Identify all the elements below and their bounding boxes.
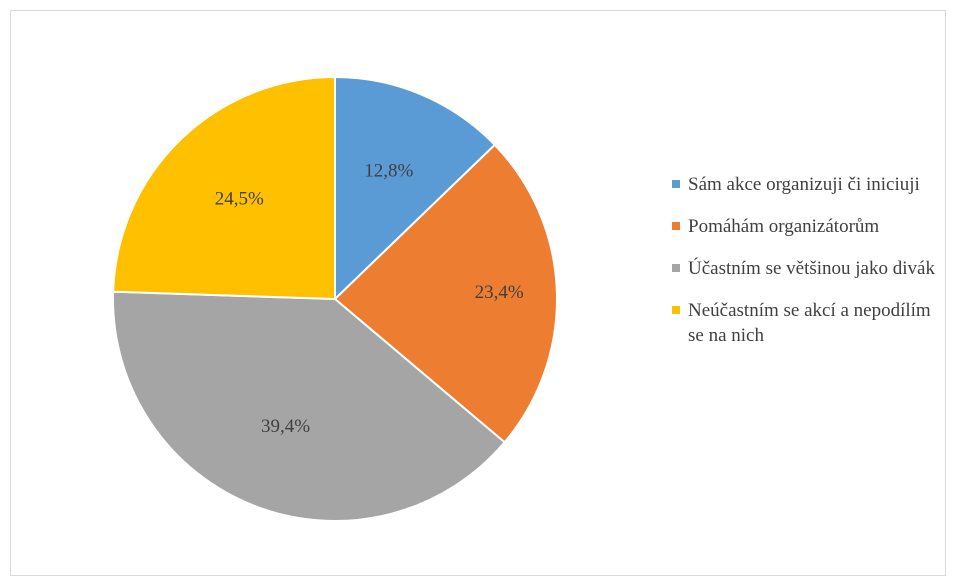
legend: Sám akce organizuji či iniciuji Pomáhám … (668, 172, 948, 365)
pie-slice-spectator (112, 290, 507, 522)
legend-swatch-organize (672, 180, 680, 188)
legend-swatch-spectator (672, 264, 680, 272)
legend-item-not-participating: Neúčastním se akcí a nepodílím se na nic… (668, 298, 948, 348)
data-label-not-participating: 24,5% (215, 188, 264, 209)
legend-swatch-not-participating (672, 306, 680, 314)
legend-label-organize: Sám akce organizuji či iniciuji (688, 174, 920, 195)
pie-slice-organize (334, 75, 497, 302)
pie-slice-help (333, 143, 558, 444)
legend-label-not-participating: Neúčastním se akcí a nepodílím se na nic… (688, 300, 931, 346)
legend-item-organize: Sám akce organizuji či iniciuji (668, 172, 948, 197)
legend-label-spectator: Účastním se většinou jako divák (688, 258, 935, 279)
data-label-spectator: 39,4% (261, 416, 310, 437)
pie-slice-not-participating (112, 75, 336, 301)
legend-label-help: Pomáhám organizátorům (688, 216, 880, 237)
legend-item-help: Pomáhám organizátorům (668, 214, 948, 239)
data-label-help: 23,4% (475, 282, 524, 303)
legend-item-spectator: Účastním se většinou jako divák (668, 256, 948, 281)
data-label-organize: 12,8% (364, 161, 413, 182)
legend-swatch-help (672, 222, 680, 230)
